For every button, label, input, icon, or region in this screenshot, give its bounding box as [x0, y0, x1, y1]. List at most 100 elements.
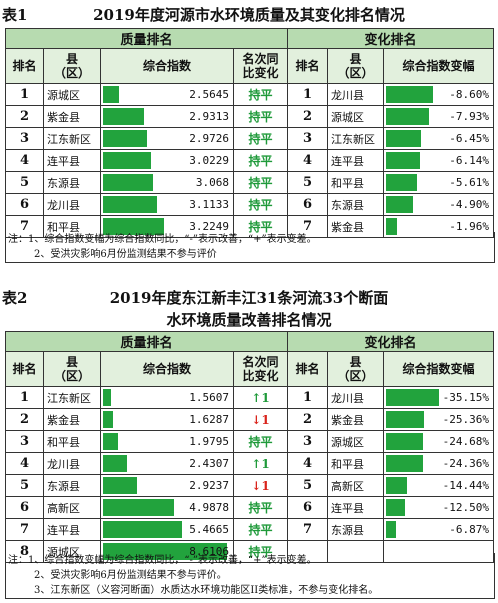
change-index-bar [386, 411, 424, 428]
change-index-cell: -25.36% [383, 408, 495, 431]
change-index-bar [386, 499, 405, 516]
quality-county-cell: 紫金县 [43, 408, 101, 431]
header-rank-change: 名次同 比变化 [232, 351, 289, 387]
quality-rank-cell: 6 [5, 496, 44, 519]
table-row: 4 龙川县 2.4307 ↑1 4 和平县 -24.36% [5, 452, 495, 475]
quality-county-cell: 紫金县 [43, 105, 101, 128]
quality-index-bar [103, 477, 137, 494]
quality-index-value: 1.5607 [189, 391, 229, 404]
rank-change-label: 持平 [248, 176, 273, 190]
change-county-cell: 龙川县 [327, 83, 385, 106]
quality-index-bar [103, 433, 118, 450]
header-county-2: 县（区） [327, 351, 385, 387]
table-row: 4 连平县 3.0229 持平 4 连平县 -6.14% [5, 149, 495, 172]
quality-rank-cell: 6 [5, 193, 44, 216]
quality-index-cell: 5.4665 [100, 518, 234, 541]
table2-note-3: 3、江东新区（义容河断面）水质达水环境功能区II类标准，不参与变化排名。 [34, 585, 379, 596]
quality-rank-cell: 1 [5, 386, 44, 409]
quality-index-value: 3.068 [195, 176, 229, 189]
table2-title-line2: 水环境质量改善排名情况 [166, 311, 332, 329]
quality-index-cell: 3.2249 [100, 215, 234, 238]
quality-rank-cell: 1 [5, 83, 44, 106]
change-index-bar [386, 389, 439, 406]
header-index-change: 综合指数变幅 [383, 351, 495, 387]
change-index-cell: -24.68% [383, 430, 495, 453]
change-county-cell: 和平县 [327, 171, 385, 194]
change-index-value: -6.45% [449, 132, 490, 145]
header-county: 县（区） [43, 351, 101, 387]
quality-county-cell: 江东新区 [43, 127, 101, 150]
rank-change-label: 持平 [248, 523, 273, 537]
change-index-bar [386, 174, 417, 191]
table-row: 2 紫金县 1.6287 ↓1 2 紫金县 -25.36% [5, 408, 495, 431]
change-county-cell: 连平县 [327, 496, 385, 519]
quality-county-cell: 东源县 [43, 474, 101, 497]
quality-county-cell: 连平县 [43, 149, 101, 172]
change-index-value: -24.36% [442, 457, 490, 470]
quality-index-bar [103, 218, 165, 235]
change-rank-cell: 6 [287, 496, 329, 519]
change-county-cell: 紫金县 [327, 408, 385, 431]
quality-rank-cell: 3 [5, 430, 44, 453]
quality-rank-cell: 7 [5, 518, 44, 541]
quality-index-bar [103, 543, 227, 560]
quality-index-cell: 1.5607 [100, 386, 234, 409]
quality-rank-cell: 7 [5, 215, 44, 238]
quality-index-value: 2.9313 [189, 110, 229, 123]
change-rank-cell: 2 [287, 105, 329, 128]
quality-rank-change-cell: 持平 [232, 127, 289, 150]
change-index-cell: -24.36% [383, 452, 495, 475]
table1-group-change: 变化排名 [287, 28, 495, 49]
change-index-value: -25.36% [442, 413, 490, 426]
quality-rank-cell: 5 [5, 171, 44, 194]
change-index-cell: -6.14% [383, 149, 495, 172]
change-index-cell: -7.93% [383, 105, 495, 128]
quality-rank-change-cell: 持平 [232, 193, 289, 216]
table1-note-2: 2、受洪灾影响6月份监测结果不参与评价 [34, 249, 217, 260]
rank-change-label: 持平 [248, 501, 273, 515]
table-row: 1 源城区 2.5645 持平 1 龙川县 -8.60% [5, 83, 495, 106]
change-county-cell: 高新区 [327, 474, 385, 497]
change-index-bar [386, 455, 423, 472]
quality-index-value: 2.5645 [189, 88, 229, 101]
rank-change-label: 持平 [248, 88, 273, 102]
change-rank-cell: 4 [287, 149, 329, 172]
quality-county-cell: 和平县 [43, 215, 101, 238]
rank-change-label: 持平 [248, 545, 273, 559]
table-row: 5 东源县 3.068 持平 5 和平县 -5.61% [5, 171, 495, 194]
quality-rank-change-cell: ↑1 [232, 452, 289, 475]
quality-index-cell: 3.0229 [100, 149, 234, 172]
quality-index-value: 1.6287 [189, 413, 229, 426]
change-index-cell: -6.87% [383, 518, 495, 541]
quality-index-cell: 2.9237 [100, 474, 234, 497]
change-index-value: -5.61% [449, 176, 490, 189]
quality-index-value: 3.0229 [189, 154, 229, 167]
quality-rank-change-cell: 持平 [232, 496, 289, 519]
quality-index-bar [103, 196, 157, 213]
header-rank-change: 名次同 比变化 [232, 48, 289, 84]
header-rank-2: 排名 [287, 351, 329, 387]
table2-label: 表2 [2, 289, 28, 307]
header-index: 综合指数 [100, 48, 234, 84]
quality-county-cell: 东源县 [43, 171, 101, 194]
change-index-bar [386, 86, 434, 103]
quality-rank-cell: 5 [5, 474, 44, 497]
change-rank-cell: 3 [287, 430, 329, 453]
change-index-bar [386, 152, 420, 169]
quality-index-cell: 1.9795 [100, 430, 234, 453]
empty-cell [383, 540, 495, 563]
quality-index-value: 1.9795 [189, 435, 229, 448]
change-index-cell: -8.60% [383, 83, 495, 106]
quality-index-value: 2.4307 [189, 457, 229, 470]
table-row: 6 龙川县 3.1133 持平 6 东源县 -4.90% [5, 193, 495, 216]
table-row: 2 紫金县 2.9313 持平 2 源城区 -7.93% [5, 105, 495, 128]
change-rank-cell: 6 [287, 193, 329, 216]
table-row: 1 江东新区 1.5607 ↑1 1 龙川县 -35.15% [5, 386, 495, 409]
quality-rank-change-cell: 持平 [232, 215, 289, 238]
quality-index-cell: 2.9726 [100, 127, 234, 150]
rank-change-label: ↑1 [251, 456, 270, 471]
change-index-value: -4.90% [449, 198, 490, 211]
change-rank-cell: 5 [287, 474, 329, 497]
change-index-cell: -4.90% [383, 193, 495, 216]
change-index-bar [386, 433, 423, 450]
